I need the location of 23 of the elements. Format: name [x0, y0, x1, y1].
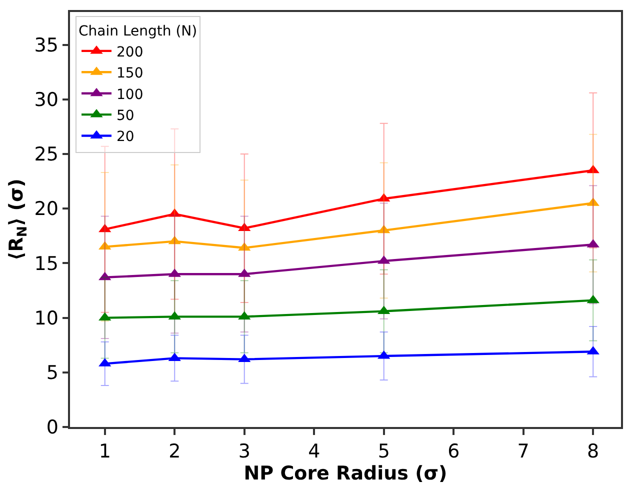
x-tick-label: 1 — [98, 440, 111, 463]
legend-label: 200 — [116, 44, 144, 60]
legend-title: Chain Length (N) — [78, 23, 198, 40]
y-tick-label: 15 — [34, 252, 58, 275]
x-tick-label: 2 — [168, 440, 181, 463]
x-tick-label: 6 — [448, 440, 460, 463]
x-tick-label: 7 — [517, 440, 530, 463]
legend-label: 20 — [116, 129, 134, 146]
x-axis-title: NP Core Radius (σ) — [244, 462, 448, 485]
legend-label: 50 — [116, 108, 134, 124]
y-tick-label: 35 — [34, 34, 58, 56]
legend-label: 100 — [116, 86, 144, 103]
x-tick-label: 4 — [308, 440, 320, 463]
y-tick-label: 20 — [34, 198, 58, 220]
x-tick-label: 3 — [238, 440, 250, 463]
x-tick-label: 8 — [587, 440, 600, 463]
y-tick-label: 5 — [46, 362, 58, 384]
y-tick-label: 0 — [46, 416, 58, 439]
y-tick-label: 30 — [34, 89, 58, 112]
y-tick-label: 25 — [34, 144, 58, 166]
legend-label: 150 — [116, 66, 144, 82]
x-tick-label: 5 — [378, 440, 390, 463]
y-tick-label: 10 — [34, 307, 58, 330]
